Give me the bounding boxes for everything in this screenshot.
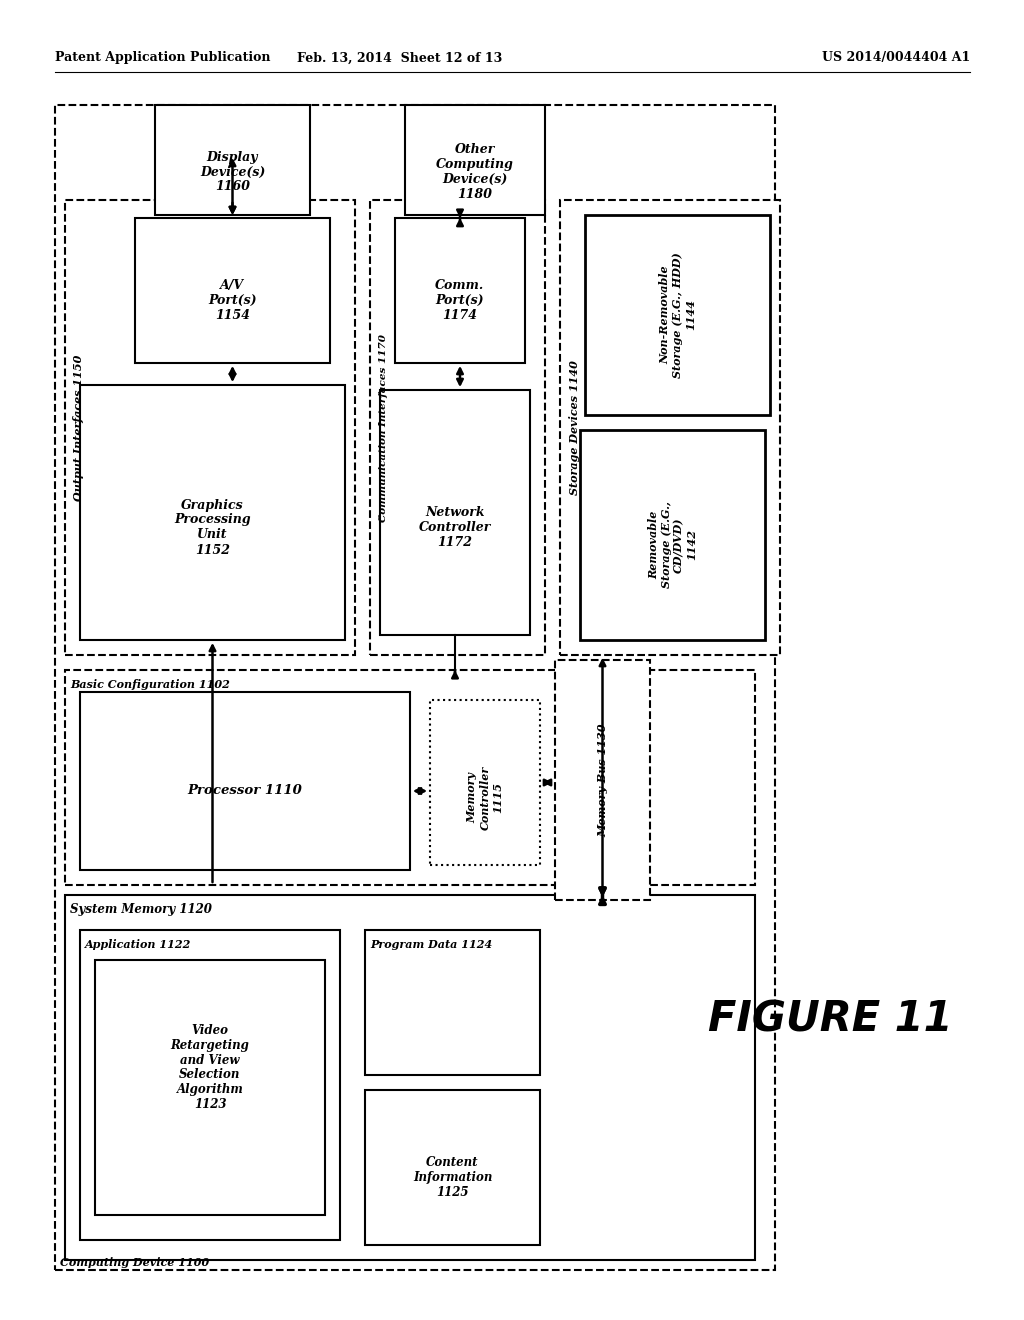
Bar	[95, 960, 325, 1214]
Text: Application 1122: Application 1122	[85, 939, 191, 949]
Bar	[155, 106, 310, 215]
Bar	[80, 692, 410, 870]
Text: Comm.
Port(s)
1174: Comm. Port(s) 1174	[435, 279, 484, 322]
Text: Content
Information
1125: Content Information 1125	[413, 1156, 493, 1199]
Bar	[395, 218, 525, 363]
Bar	[430, 700, 540, 865]
Bar	[406, 106, 545, 215]
Text: Network
Controller
1172: Network Controller 1172	[419, 506, 492, 549]
Text: Communication Interfaces 1170: Communication Interfaces 1170	[380, 334, 388, 521]
Bar	[585, 215, 770, 414]
Bar	[365, 1090, 540, 1245]
Text: Patent Application Publication: Patent Application Publication	[55, 51, 270, 65]
Bar	[65, 895, 755, 1261]
Bar	[55, 106, 775, 1270]
Bar	[370, 201, 545, 655]
Bar	[65, 671, 755, 884]
Text: Program Data 1124: Program Data 1124	[370, 939, 493, 949]
Text: Other
Computing
Device(s)
1180: Other Computing Device(s) 1180	[436, 143, 514, 201]
Text: Feb. 13, 2014  Sheet 12 of 13: Feb. 13, 2014 Sheet 12 of 13	[297, 51, 503, 65]
Bar	[380, 389, 530, 635]
Bar	[365, 931, 540, 1074]
Bar	[560, 201, 780, 655]
Text: Non-Removable
Storage (E.G., HDD)
1144: Non-Removable Storage (E.G., HDD) 1144	[659, 252, 695, 378]
Bar	[80, 385, 345, 640]
Text: Processor 1110: Processor 1110	[187, 784, 302, 797]
Text: Basic Configuration 1102: Basic Configuration 1102	[70, 678, 229, 689]
Bar	[135, 218, 330, 363]
Text: Display
Device(s)
1160: Display Device(s) 1160	[200, 150, 265, 194]
Text: Removable
Storage (E.G.,
CD/DVD)
1142: Removable Storage (E.G., CD/DVD) 1142	[648, 502, 697, 589]
Text: US 2014/0044404 A1: US 2014/0044404 A1	[821, 51, 970, 65]
Text: Memory
Controller
1115: Memory Controller 1115	[467, 766, 504, 830]
Text: Memory Bus 1130: Memory Bus 1130	[597, 723, 608, 837]
Text: FIGURE 11: FIGURE 11	[708, 999, 952, 1041]
Text: Video
Retargeting
and View
Selection
Algorithm
1123: Video Retargeting and View Selection Alg…	[171, 1023, 250, 1111]
Text: A/V
Port(s)
1154: A/V Port(s) 1154	[208, 279, 257, 322]
Text: Computing Device 1100: Computing Device 1100	[60, 1257, 209, 1267]
Text: Output Interfaces 1150: Output Interfaces 1150	[74, 354, 85, 500]
Bar	[580, 430, 765, 640]
Bar	[555, 660, 650, 900]
Text: System Memory 1120: System Memory 1120	[70, 903, 212, 916]
Bar	[80, 931, 340, 1239]
Text: Storage Devices 1140: Storage Devices 1140	[568, 360, 580, 495]
Bar	[65, 201, 355, 655]
Text: Graphics
Processing
Unit
1152: Graphics Processing Unit 1152	[174, 499, 251, 557]
